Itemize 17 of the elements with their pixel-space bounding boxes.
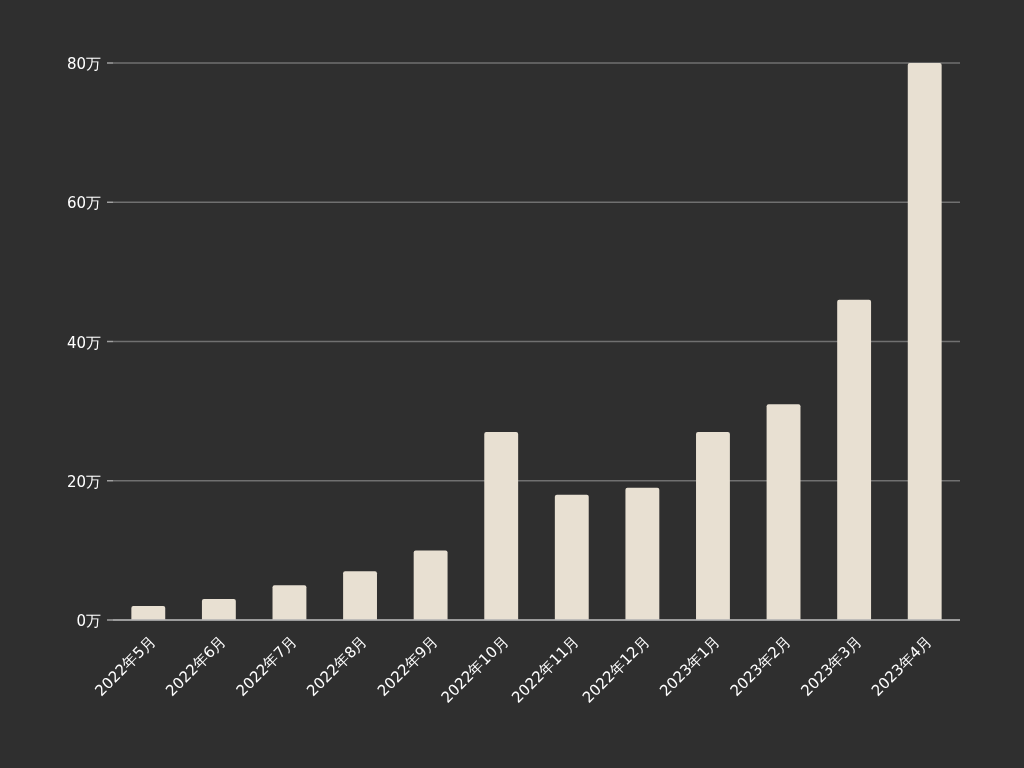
bar: [766, 404, 801, 620]
bar: [625, 487, 660, 620]
bar: [696, 432, 730, 620]
bar: [343, 571, 377, 620]
bar: [837, 299, 872, 620]
y-tick-label: 0万: [76, 612, 101, 630]
y-tick-label: 40万: [66, 333, 101, 352]
bar: [201, 599, 236, 620]
bar: [484, 432, 519, 620]
bar: [554, 494, 589, 620]
y-tick-label: 60万: [66, 194, 101, 213]
bar: [131, 606, 166, 620]
y-tick-label: 20万: [66, 472, 101, 491]
bar: [413, 550, 448, 620]
bar: [272, 585, 307, 620]
bar: [907, 63, 942, 620]
y-tick-label: 80万: [66, 55, 101, 73]
